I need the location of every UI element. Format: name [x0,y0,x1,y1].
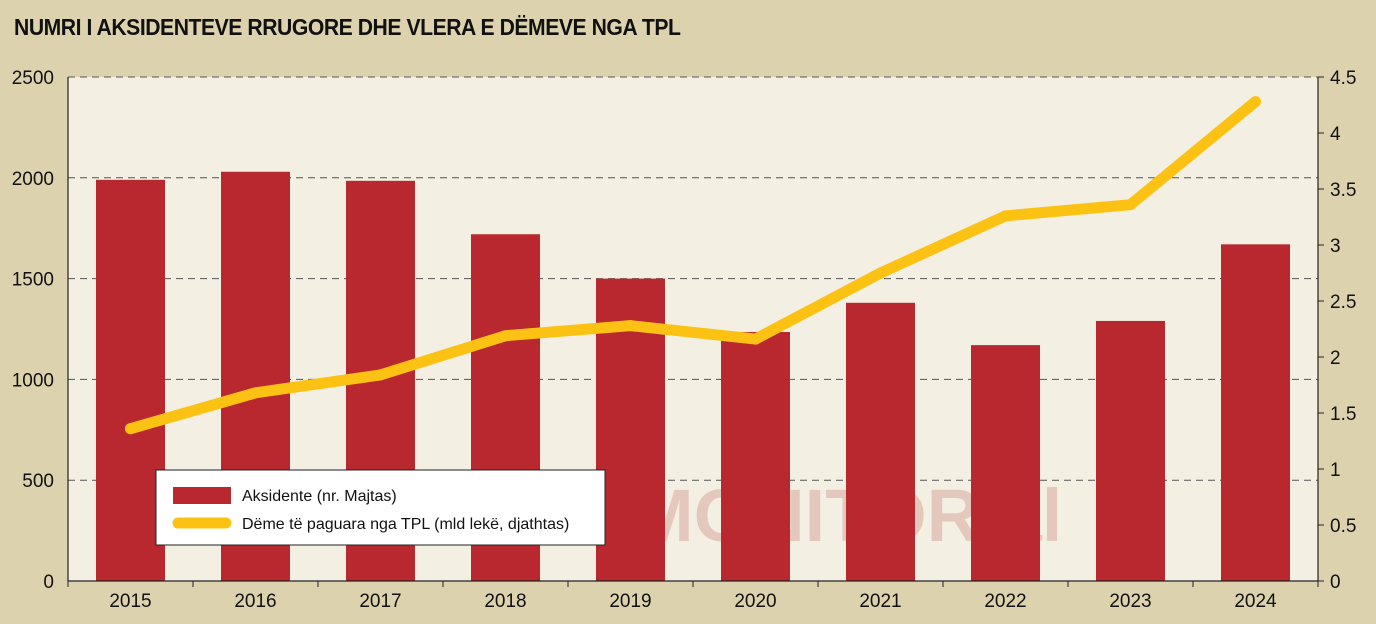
y-right-tick-label: 1 [1330,460,1341,481]
y-right-tick-label: 2 [1330,348,1341,369]
x-tick-label: 2019 [609,591,651,612]
legend-label-accidents: Aksidente (nr. Majtas) [242,488,397,505]
line-point-2021 [875,267,886,279]
legend-bar-swatch [173,487,231,504]
damages-line [125,96,1261,435]
line-point-2016 [250,387,261,399]
x-tick-label: 2017 [359,591,401,612]
bar-2022 [971,345,1040,581]
bar-2020 [721,332,790,581]
x-tick-label: 2020 [734,591,776,612]
line-series [125,96,1261,435]
x-tick-label: 2018 [484,591,526,612]
y-axis-right-ticks: 0 0.5 1 1.5 2 2.5 3 3.5 4 4.5 [1318,68,1356,593]
line-point-2018 [500,330,511,342]
x-axis-ticks: 2015 2016 2017 2018 2019 2020 2021 2022 2023 2024 [67,581,1319,612]
bar-2023 [1096,320,1165,581]
x-tick-label: 2022 [984,591,1026,612]
chart-title: NUMRI I AKSIDENTEVE RRUGORE DHE VLERA E … [14,14,681,40]
y-left-tick-label: 0 [43,572,54,593]
x-tick-label: 2023 [1109,591,1151,612]
x-tick-label: 2015 [109,591,151,612]
line-point-2019 [625,320,636,332]
line-point-2022 [1000,210,1011,222]
legend-label-damages: Dëme të paguara nga TPL (mld lekë, djath… [242,516,569,533]
x-tick-label: 2021 [859,591,901,612]
y-right-tick-label: 2.5 [1330,292,1356,313]
y-right-tick-label: 3 [1330,236,1341,257]
bar-2024 [1221,244,1290,581]
y-left-tick-label: 2000 [12,169,54,190]
y-right-tick-label: 3.5 [1330,180,1356,201]
line-point-2015 [125,423,136,435]
y-axis-left-ticks: 0 500 1000 1500 2000 2500 [12,68,54,593]
line-point-2023 [1125,199,1136,211]
y-right-tick-label: 4.5 [1330,68,1356,89]
legend-box [155,469,606,546]
y-right-tick-label: 1.5 [1330,404,1356,425]
y-right-tick-label: 4 [1330,124,1341,145]
y-left-tick-label: 1000 [12,370,54,391]
y-right-tick-label: 0.5 [1330,516,1356,537]
line-point-2017 [375,369,386,381]
y-left-tick-label: 1500 [12,270,54,291]
y-right-tick-label: 0 [1330,572,1341,593]
x-tick-label: 2024 [1234,591,1277,612]
line-point-2024 [1250,96,1261,108]
y-left-tick-label: 2500 [12,68,54,89]
legend: Aksidente (nr. Majtas) Dëme të paguara n… [155,469,606,546]
x-tick-label: 2016 [234,591,276,612]
line-point-2020 [750,333,761,345]
bar-2021 [846,302,915,581]
bar-2015 [96,179,165,582]
y-left-tick-label: 500 [22,471,54,492]
